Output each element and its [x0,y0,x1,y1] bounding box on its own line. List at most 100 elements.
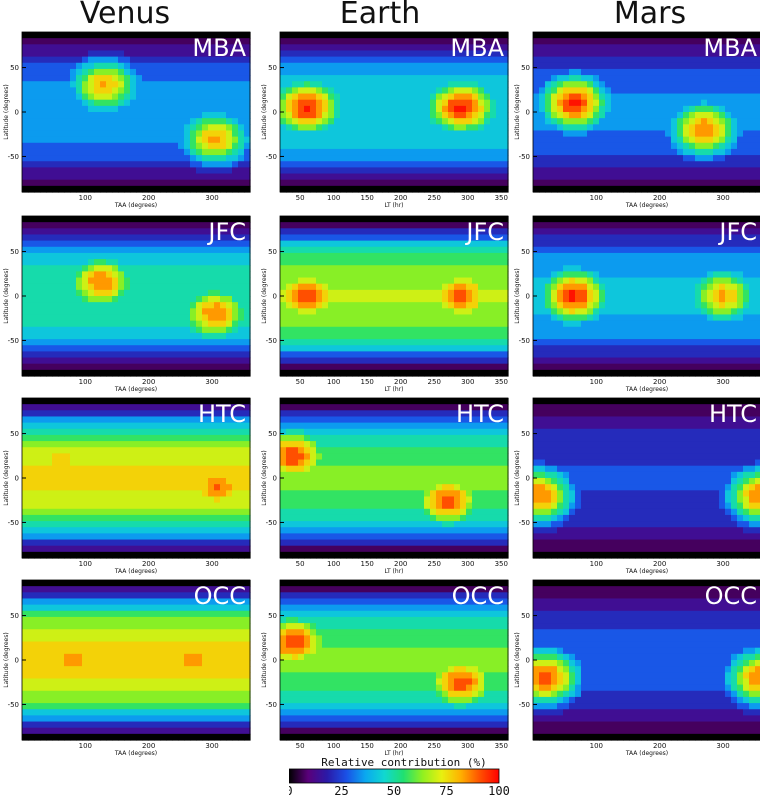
heatmap-cell [280,278,287,285]
heatmap-cell [298,271,305,278]
heatmap-cell [238,112,245,119]
heatmap-cell [442,364,449,371]
heatmap-cell [310,94,317,101]
heatmap-cell [436,155,443,162]
heatmap-cell [172,259,179,266]
heatmap-cell [418,241,425,248]
heatmap-cell [695,38,702,45]
heatmap-cell [593,137,600,144]
heatmap-cell [755,69,760,76]
heatmap-cell [593,100,600,107]
heatmap-cell [352,161,359,168]
heatmap-cell [280,271,287,278]
heatmap-cell [623,106,630,113]
heatmap-cell [178,143,185,150]
heatmap-cell [94,351,101,358]
heatmap-cell [220,174,227,181]
heatmap-cell [292,63,299,70]
heatmap-cell [238,364,245,371]
heatmap-cell [436,161,443,168]
heatmap-cell [478,106,485,113]
heatmap-cell [424,253,431,260]
heatmap-cell [412,167,419,174]
heatmap-cell [22,333,29,340]
heatmap-cell [478,63,485,70]
heatmap-cell [148,100,155,107]
heatmap-cell [316,278,323,285]
heatmap-cell [617,124,624,131]
heatmap-cell [100,130,107,137]
heatmap-cell [292,69,299,76]
heatmap-cell [160,228,167,235]
heatmap-cell [376,174,383,181]
heatmap-cell [292,228,299,235]
heatmap-cell [388,50,395,57]
heatmap-cell [424,161,431,168]
heatmap-cell [406,50,413,57]
heatmap-cell [58,75,65,82]
heatmap-cell [292,143,299,150]
heatmap-cell [406,143,413,150]
heatmap-cell [406,228,413,235]
heatmap-cell [370,345,377,352]
heatmap-cell [190,69,197,76]
heatmap-cell [94,296,101,303]
heatmap-cell [689,87,696,94]
heatmap-cell [430,137,437,144]
heatmap-cell [611,63,618,70]
heatmap-cell [232,149,239,156]
heatmap-cell [358,180,365,187]
heatmap-cell [136,302,143,309]
heatmap-cell [178,38,185,45]
heatmap-cell [124,112,131,119]
heatmap-cell [142,364,149,371]
heatmap-cell [160,57,167,64]
heatmap-cell [34,364,41,371]
heatmap-cell [148,290,155,297]
heatmap-cell [298,314,305,321]
heatmap-cell [406,186,413,193]
heatmap-cell [671,69,678,76]
heatmap-cell [148,296,155,303]
heatmap-cell [118,57,125,64]
heatmap-cell [611,149,618,156]
heatmap-cell [46,50,53,57]
y-tick-label: 50 [268,64,277,72]
heatmap-cell [40,149,47,156]
heatmap-cell [226,124,233,131]
x-tick-label: 300 [205,378,218,386]
heatmap-cell [280,253,287,260]
heatmap-cell [641,167,648,174]
heatmap-cell [148,94,155,101]
heatmap-cell [388,106,395,113]
heatmap-cell [208,290,215,297]
heatmap-cell [737,106,744,113]
heatmap-cell [737,118,744,125]
heatmap-cell [52,50,59,57]
heatmap-cell [551,180,558,187]
heatmap-cell [364,278,371,285]
heatmap-cell [454,370,461,377]
heatmap-cell [280,284,287,291]
heatmap-cell [82,327,89,334]
heatmap-cell [34,81,41,88]
heatmap-cell [436,302,443,309]
heatmap-cell [478,284,485,291]
heatmap-cell [106,149,113,156]
heatmap-cell [46,370,53,377]
heatmap-cell [575,161,582,168]
heatmap-cell [412,81,419,88]
heatmap-cell [478,247,485,254]
heatmap-cell [118,321,125,328]
heatmap-cell [388,253,395,260]
heatmap-cell [46,358,53,365]
heatmap-cell [202,87,209,94]
heatmap-cell [100,241,107,248]
heatmap-cell [58,314,65,321]
heatmap-cell [304,87,311,94]
heatmap-cell [436,143,443,150]
heatmap-cell [358,345,365,352]
heatmap-cell [346,321,353,328]
heatmap-cell [154,351,161,358]
heatmap-cell [418,216,425,223]
